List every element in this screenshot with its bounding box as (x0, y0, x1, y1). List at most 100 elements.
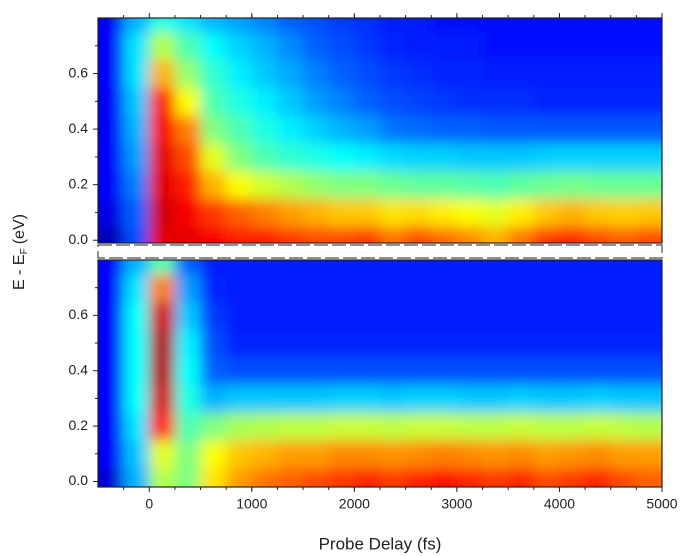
heatmap-cell (174, 170, 202, 200)
heatmap-cell (354, 467, 381, 487)
heatmap-cell (98, 59, 125, 88)
heatmap-cell (226, 439, 253, 469)
x-tick-label: 3000 (441, 496, 472, 512)
heatmap-cell (405, 260, 432, 275)
heatmap-cell (482, 143, 509, 172)
x-tick-label: 2000 (339, 496, 370, 512)
heatmap-cell (636, 31, 662, 61)
heatmap-cell (354, 115, 381, 144)
heatmap-cell (200, 384, 227, 413)
y-tick-label: 0.4 (69, 120, 89, 136)
heatmap-cell (277, 226, 304, 243)
heatmap-cell (610, 226, 637, 243)
heatmap-cell (482, 198, 509, 227)
heatmap-cell (559, 301, 586, 330)
heatmap-cell (456, 301, 484, 330)
heatmap-cell (380, 329, 407, 358)
heatmap-cell (585, 18, 612, 33)
heatmap-cell (456, 143, 484, 172)
heatmap-cell (610, 59, 637, 88)
heatmap-cell (277, 439, 304, 469)
heatmap-cell (226, 384, 253, 413)
heatmap-cell (149, 198, 176, 227)
heatmap-cell (226, 87, 253, 116)
heatmap-cell (123, 143, 150, 172)
heatmap-cell (303, 170, 330, 200)
heatmap-cell (328, 198, 355, 227)
heatmap-cell (610, 198, 637, 227)
heatmap-cell (328, 59, 355, 88)
y-tick-label: 0.4 (69, 361, 89, 377)
heatmap-cell (508, 301, 535, 330)
heatmap-cell (431, 170, 458, 200)
heatmap-cell (328, 467, 355, 487)
heatmap-cell (98, 143, 125, 172)
heatmap-cell (559, 356, 586, 386)
heatmap-cell (431, 260, 458, 275)
heatmap-cell (303, 439, 330, 469)
heatmap-cell (303, 87, 330, 116)
heatmap-cell (174, 115, 202, 144)
heatmap-cell (226, 115, 253, 144)
heatmap-cell (405, 226, 432, 243)
heatmap-cell (200, 115, 227, 144)
heatmap-cell (354, 301, 381, 330)
heatmap-cell (559, 412, 586, 441)
heatmap-cell (123, 115, 150, 144)
heatmap-cell (98, 301, 125, 330)
heatmap-cell (200, 260, 227, 275)
heatmap-cell (226, 467, 253, 487)
heatmap-cell (482, 226, 509, 243)
heatmap-cell (303, 226, 330, 243)
heatmap-cell (380, 273, 407, 303)
heatmap-cell (585, 143, 612, 172)
heatmap-cell (149, 301, 176, 330)
heatmap-cell (328, 31, 355, 61)
heatmap-cell (174, 31, 202, 61)
heatmap-cell (508, 412, 535, 441)
heatmap-cell (174, 412, 202, 441)
heatmap-cell (303, 115, 330, 144)
heatmap-cell (482, 170, 509, 200)
heatmap-cell (200, 143, 227, 172)
heatmap-cell (431, 356, 458, 386)
heatmap-cell (303, 384, 330, 413)
heatmap-cell (277, 356, 304, 386)
heatmap-cell (123, 329, 150, 358)
heatmap-cell (559, 115, 586, 144)
y-label-sub: F (19, 248, 30, 254)
heatmap-cell (251, 198, 278, 227)
heatmap-cell (123, 170, 150, 200)
heatmap-cell (123, 226, 150, 243)
heatmap-cell (405, 467, 432, 487)
heatmap-cell (200, 439, 227, 469)
x-tick-label: 5000 (646, 496, 677, 512)
heatmap-cell (149, 439, 176, 469)
y-tick-label: 0.2 (69, 417, 89, 433)
heatmap-cell (380, 412, 407, 441)
heatmap-cell (123, 467, 150, 487)
heatmap-cell (431, 226, 458, 243)
heatmap-cell (98, 273, 125, 303)
heatmap-cell (482, 260, 509, 275)
x-tick-label: 4000 (544, 496, 575, 512)
heatmap-cell (585, 260, 612, 275)
heatmap-cell (303, 59, 330, 88)
heatmap-cell (610, 18, 637, 33)
heatmap-cell (456, 18, 484, 33)
heatmap-cell (226, 143, 253, 172)
heatmap-cell (354, 170, 381, 200)
heatmap-cell (277, 18, 304, 33)
heatmap-cell (380, 356, 407, 386)
heatmap-cell (610, 273, 637, 303)
heatmap-cell (585, 301, 612, 330)
heatmap-cell (354, 412, 381, 441)
heatmap-cell (456, 226, 484, 243)
heatmap-cell (559, 329, 586, 358)
y-tick-label: 0.6 (69, 306, 89, 322)
heatmap-cell (610, 467, 637, 487)
heatmap-cell (636, 226, 662, 243)
heatmap-cell (251, 226, 278, 243)
heatmap-cell (354, 143, 381, 172)
heatmap-cell (585, 356, 612, 386)
